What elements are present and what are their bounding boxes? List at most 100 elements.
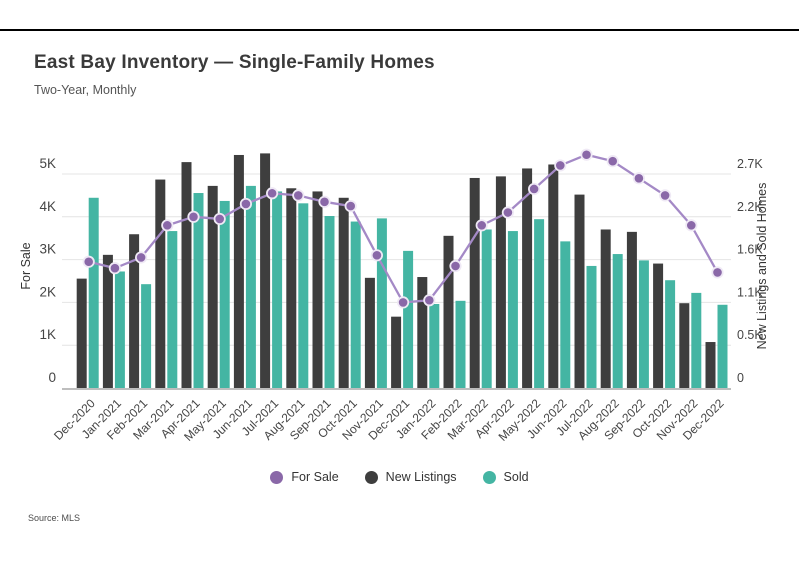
sold-bar [245, 185, 256, 388]
sold-bar [507, 231, 518, 388]
y-left-tick-label: 1K [39, 327, 56, 342]
legend-item-new-listings: New Listings [364, 470, 457, 484]
for-sale-point [187, 210, 200, 223]
new-listings-bar [76, 278, 87, 388]
for-sale-point [82, 255, 95, 268]
sold-bar [219, 200, 230, 388]
new-listings-bar [469, 177, 480, 388]
sold-bar [272, 191, 283, 388]
new-listings-bar [443, 235, 454, 388]
for-sale-point [606, 155, 619, 168]
y-right-tick-label: 0.5K [737, 328, 763, 342]
for-sale-point [396, 296, 410, 309]
y-left-tick-label: 0 [48, 370, 56, 385]
for-sale-point [108, 262, 122, 275]
for-sale-point [554, 159, 567, 172]
new-listings-bar [260, 153, 271, 388]
new-listings-bar [626, 231, 637, 388]
sold-bar [350, 221, 361, 388]
for-sale-point [423, 294, 436, 307]
new-listings-bar [417, 277, 428, 388]
new-listings-bar [102, 254, 113, 388]
for-sale-point [475, 219, 488, 232]
new-listings-bar [653, 263, 664, 388]
y-left-tick-label: 5K [39, 156, 56, 171]
legend-item-sold: Sold [482, 470, 529, 484]
legend-item-for-sale: For Sale [270, 470, 339, 484]
y-left-tick-label: 2K [39, 284, 56, 299]
new-listings-bar [312, 191, 323, 388]
y-left-tick-label: 3K [39, 242, 56, 257]
for-sale-point [318, 195, 331, 208]
y-right-tick-label: 1.1K [737, 285, 763, 299]
sold-bar [586, 265, 597, 388]
sold-bar [481, 229, 492, 388]
new-listings-bar [705, 342, 716, 388]
for-sale-point [344, 200, 357, 213]
for-sale-point [527, 182, 541, 196]
source-note: Source: MLS [28, 513, 81, 523]
legend-label: Sold [503, 470, 529, 484]
for-sale-point [135, 251, 148, 264]
new-listings-bar [181, 162, 192, 388]
y-left-axis-title: For Sale [19, 242, 33, 289]
chart-legend: For Sale New Listings Sold [0, 470, 799, 484]
sold-legend-marker-icon [482, 470, 496, 484]
for-sale-point [265, 187, 279, 200]
for-sale-point [501, 206, 514, 219]
new-listings-bar [364, 277, 375, 388]
new-listings-bar [338, 197, 349, 388]
new-listings-bar [286, 188, 297, 388]
y-left-tick-label: 4K [39, 199, 56, 214]
sold-bar [691, 292, 702, 388]
legend-label: For Sale [291, 470, 339, 484]
for-sale-point [239, 197, 252, 211]
sold-bar [717, 304, 728, 388]
sold-bar [455, 300, 466, 388]
for-sale-point [213, 212, 226, 226]
new-listings-bar [129, 234, 140, 388]
legend-label: New Listings [385, 470, 457, 484]
sold-bar [560, 241, 571, 388]
new-listings-legend-marker-icon [364, 470, 378, 484]
chart-subtitle: Two-Year, Monthly [34, 83, 137, 97]
sold-bar [376, 218, 387, 388]
for-sale-point [711, 266, 724, 279]
for-sale-point [370, 249, 383, 262]
for-sale-point [685, 219, 698, 232]
sold-bar [114, 271, 125, 388]
sold-bar [665, 280, 676, 388]
new-listings-bar [207, 185, 218, 388]
new-listings-bar [574, 194, 585, 388]
y-right-axis-title: New Listings and Sold Homes [755, 183, 769, 350]
sold-bar [141, 284, 152, 388]
new-listings-bar [679, 303, 690, 388]
new-listings-bar [495, 176, 506, 388]
for-sale-point [161, 219, 174, 232]
sold-bar [612, 254, 623, 388]
for-sale-point [632, 172, 646, 185]
y-right-tick-label: 2.2K [737, 200, 763, 214]
sold-bar [193, 193, 204, 388]
new-listings-bar [600, 229, 611, 388]
sold-bar [638, 260, 649, 388]
for-sale-point [580, 148, 593, 161]
sold-bar [167, 231, 178, 388]
sold-bar [324, 216, 335, 388]
for-sale-point [292, 189, 305, 202]
top-divider-rule [0, 29, 799, 31]
sold-bar [429, 303, 440, 388]
new-listings-bar [391, 316, 402, 388]
y-right-tick-label: 2.7K [737, 157, 763, 171]
new-listings-bar [233, 154, 244, 388]
for-sale-legend-marker-icon [270, 470, 284, 484]
chart-title: East Bay Inventory — Single-Family Homes [34, 52, 435, 73]
for-sale-point [449, 259, 462, 273]
sold-bar [88, 197, 99, 388]
sold-bar [298, 203, 309, 388]
sold-bar [403, 250, 414, 388]
new-listings-bar [548, 164, 559, 388]
new-listings-bar [522, 168, 533, 388]
